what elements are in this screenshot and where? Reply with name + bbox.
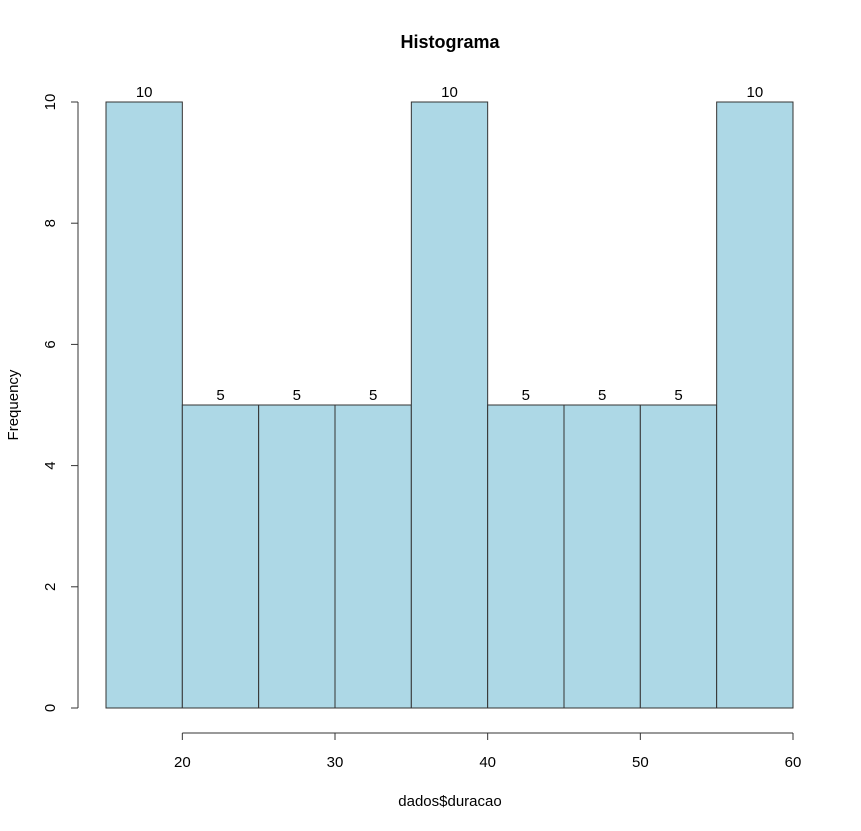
x-axis-label: dados$duracao <box>398 793 501 810</box>
x-tick-label: 20 <box>174 754 191 771</box>
bar-count-label-1: 10 <box>136 84 153 101</box>
bars-layer <box>105 101 794 709</box>
y-tick-label: 6 <box>42 340 59 348</box>
x-tick-label: 60 <box>785 754 802 771</box>
histogram-bar-6 <box>487 404 565 709</box>
bar-count-label-3: 5 <box>293 387 301 404</box>
y-tick-label: 2 <box>42 583 59 591</box>
bar-count-label-2: 5 <box>216 387 224 404</box>
x-tick-label: 50 <box>632 754 649 771</box>
histogram-bar-7 <box>563 404 641 709</box>
data-labels-layer: 10 5 5 5 10 5 5 5 10 <box>136 84 763 404</box>
y-tick-label: 0 <box>42 704 59 712</box>
chart-title: Histograma <box>400 32 500 52</box>
bar-count-label-6: 5 <box>522 387 530 404</box>
bar-count-label-9: 10 <box>746 84 763 101</box>
y-tick-label: 8 <box>42 219 59 227</box>
bar-count-label-5: 10 <box>441 84 458 101</box>
histogram-bar-3 <box>258 404 336 709</box>
y-axis: 0 2 4 6 8 10 <box>42 94 79 712</box>
histogram-bar-2 <box>181 404 260 709</box>
y-axis-label: Frequency <box>5 369 22 440</box>
bar-count-label-4: 5 <box>369 387 377 404</box>
histogram-bar-5 <box>410 101 489 709</box>
bar-count-label-7: 5 <box>598 387 606 404</box>
x-axis: 20 30 40 50 60 <box>174 732 802 771</box>
y-tick-label: 10 <box>42 94 59 111</box>
y-tick-label: 4 <box>42 461 59 469</box>
histogram-bar-9 <box>716 101 794 709</box>
x-tick-label: 40 <box>479 754 496 771</box>
bar-count-label-8: 5 <box>674 387 682 404</box>
histogram-bar-1 <box>105 101 183 709</box>
histogram-bar-4 <box>334 404 412 709</box>
x-tick-label: 30 <box>327 754 344 771</box>
histogram-bar-8 <box>639 404 718 709</box>
